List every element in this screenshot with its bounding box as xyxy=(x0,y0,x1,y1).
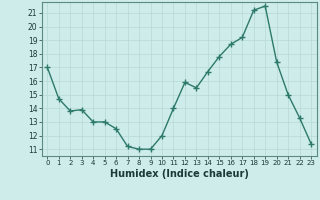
X-axis label: Humidex (Indice chaleur): Humidex (Indice chaleur) xyxy=(110,169,249,179)
